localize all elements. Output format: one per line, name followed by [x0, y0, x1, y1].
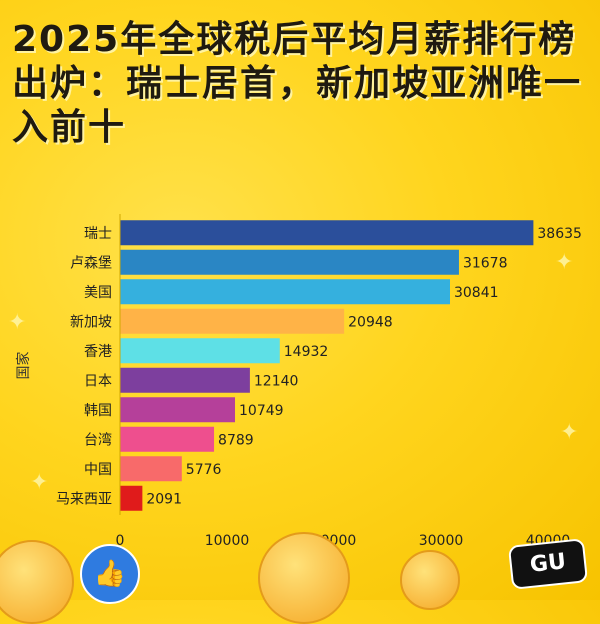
value-label: 10749	[239, 403, 284, 419]
x-tick-label: 30000	[419, 533, 464, 549]
category-label: 中国	[84, 462, 112, 478]
chart-title: 2025年全球税后平均月薪排行榜出炉：瑞士居首，新加坡亚洲唯一入前十	[12, 19, 583, 148]
bar	[120, 367, 250, 393]
category-label: 韩国	[84, 403, 112, 419]
bar	[120, 426, 215, 452]
y-axis-label: 国家	[15, 352, 32, 380]
value-label: 8789	[218, 432, 254, 448]
bar	[120, 338, 280, 364]
bar-chart: 瑞士 38635 卢森堡 31678 美国 30841 新加坡 20948 香港 14932 日本 1…	[15, 214, 582, 570]
value-label: 14932	[284, 344, 329, 360]
value-label: 31678	[463, 255, 508, 271]
category-label: 卢森堡	[70, 255, 112, 271]
bar	[120, 397, 236, 423]
bar	[120, 456, 182, 482]
value-label: 12140	[254, 373, 299, 389]
sparkle-decoration: ✦	[8, 310, 27, 335]
sparkle-decoration: ✦	[555, 250, 574, 275]
category-label: 新加坡	[70, 314, 112, 330]
brand-logo: GU	[507, 538, 589, 590]
sparkle-decoration: ✦	[560, 420, 579, 445]
value-label: 5776	[186, 462, 222, 478]
value-label: 2091	[146, 491, 182, 507]
value-label: 38635	[537, 226, 582, 242]
category-label: 台湾	[84, 431, 112, 448]
thumbs-up-icon: 👍	[80, 544, 140, 604]
bar	[120, 249, 459, 275]
bar	[120, 279, 450, 305]
bar	[120, 220, 534, 246]
category-label: 日本	[84, 373, 112, 389]
smiling-face-icon	[258, 532, 350, 624]
x-tick-label: 0	[116, 533, 125, 549]
category-label: 美国	[84, 285, 112, 301]
value-label: 20948	[348, 314, 393, 330]
category-label: 马来西亚	[56, 491, 112, 507]
bar	[120, 485, 143, 511]
category-label: 香港	[84, 344, 112, 360]
laughing-face-icon	[0, 540, 74, 624]
sparkle-decoration: ✦	[30, 470, 49, 495]
category-label: 瑞士	[84, 226, 112, 242]
bar	[120, 308, 345, 334]
x-tick-label: 10000	[205, 533, 250, 549]
value-label: 30841	[454, 285, 499, 301]
surprised-face-icon	[400, 550, 460, 610]
